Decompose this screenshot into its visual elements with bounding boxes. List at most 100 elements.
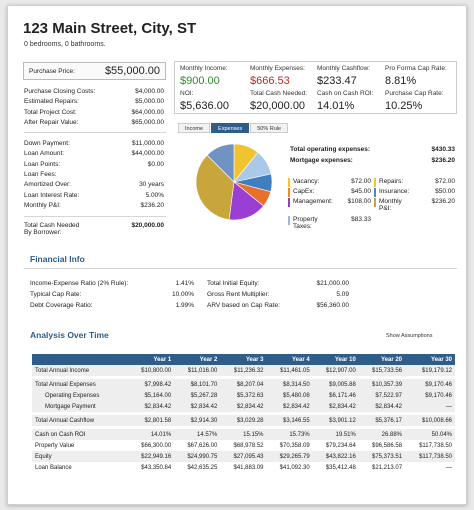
cost-row: Estimated Repairs: $5,000.00 <box>24 98 164 105</box>
expenses-pie-chart <box>195 143 273 221</box>
metric-total-cash-needed: Total Cash Needed: $20,000.00 <box>250 90 307 112</box>
financial-left-row: Income-Expense Ratio (2% Rule): 1.41% <box>30 280 194 287</box>
analysis-cell: $24,990.75 <box>174 451 221 462</box>
loan-row-label: Loan Points: <box>24 160 61 168</box>
financial-right-row-value: 5.09 <box>336 291 349 298</box>
expense-item-value: $45.00 <box>351 188 371 195</box>
analysis-cell: $8,101.70 <box>174 379 221 390</box>
expense-color-swatch <box>288 198 290 207</box>
metric-label: NOI: <box>180 90 194 97</box>
property-subtitle: 0 bedrooms, 0 bathrooms. <box>24 41 106 48</box>
analysis-row: Cash on Cash ROI 14.01% 14.57% 15.15% 15.73%… <box>32 429 455 440</box>
metric-label: Cash on Cash ROI: <box>317 90 374 97</box>
expense-color-swatch <box>288 178 290 187</box>
cost-row-value: $4,000.00 <box>135 88 164 95</box>
property-title: 123 Main Street, City, ST <box>23 20 197 37</box>
cost-row-value: $64,000.00 <box>131 108 164 116</box>
analysis-row: Total Annual Expenses $7,998.42 $8,101.70 $… <box>32 379 455 390</box>
analysis-cell: $29,265.79 <box>266 451 313 462</box>
analysis-cell: $3,901.12 <box>312 415 359 426</box>
expense-item-value: $72.00 <box>435 178 455 185</box>
tab-50-rule[interactable]: 50% Rule <box>250 123 289 133</box>
cost-row-label: Estimated Repairs: <box>24 98 79 106</box>
expense-summary-row-label: Total operating expenses: <box>290 146 371 153</box>
analysis-cell: $5,267.28 <box>174 390 221 401</box>
analysis-cell: $5,376.17 <box>358 415 406 426</box>
show-assumptions-link[interactable]: Show Assumptions <box>386 333 433 339</box>
expense-color-swatch <box>374 178 376 187</box>
analysis-row: Operating Expenses $5,164.00 $5,267.28 $5,3… <box>32 390 455 401</box>
analysis-row-label: Property Value <box>35 442 75 449</box>
pie-slice-monthly-p-i[interactable] <box>195 154 235 221</box>
expense-item-value: $83.33 <box>351 216 371 223</box>
analysis-cell: $5,372.63 <box>220 390 267 401</box>
analysis-cell: — <box>405 401 455 412</box>
loan-row-label: Amortized Over: <box>24 181 71 189</box>
expense-item-right: Monthly P&I: $236.20 <box>374 198 455 212</box>
cost-row: Purchase Closing Costs: $4,000.00 <box>24 88 164 95</box>
analysis-cell: $9,170.46 <box>405 390 455 401</box>
analysis-row: Equity $22,949.16 $24,990.75 $27,095.43 $29,… <box>32 451 455 462</box>
analysis-row: Total Annual Income $10,800.00 $11,016.00 $… <box>32 365 455 376</box>
analysis-cell: $2,834.42 <box>358 401 406 412</box>
metric-value: 8.81% <box>385 75 417 87</box>
analysis-cell: $3,029.28 <box>220 415 267 426</box>
metrics-panel: Monthly Income: $900.00 Monthly Expenses: $… <box>174 61 457 114</box>
analysis-header-row: Year 1 Year 2 Year 3 Year 4 Year 10 Year 20 Ye… <box>32 354 455 365</box>
costs-divider <box>24 132 166 133</box>
expense-color-swatch <box>374 198 376 207</box>
analysis-cell: 14.01% <box>128 429 175 440</box>
metric-label: Purchase Cap Rate: <box>385 90 444 97</box>
analysis-row: Total Annual Cashflow $2,801.58 $2,914.30 $… <box>32 415 455 426</box>
analysis-cell: $2,834.42 <box>220 401 267 412</box>
analysis-cell: $43,350.84 <box>141 464 172 471</box>
analysis-cell: $2,834.42 <box>174 401 221 412</box>
analysis-cell: 15.73% <box>266 429 313 440</box>
metric-label: Monthly Income: <box>180 65 228 72</box>
tab-income[interactable]: Income <box>178 123 211 133</box>
analysis-cell: $42,635.25 <box>187 464 218 471</box>
analysis-cell: $117,738.50 <box>419 442 452 449</box>
metric-purchase-cap-rate: Purchase Cap Rate: 10.25% <box>385 90 444 112</box>
loan-row-value: $236.20 <box>140 201 165 209</box>
analysis-cell: $27,095.43 <box>220 451 267 462</box>
analysis-cell: $117,738.50 <box>405 451 455 462</box>
metric-noi: NOI: $5,636.00 <box>180 90 229 112</box>
property-card: 123 Main Street, City, ST 0 bedrooms, 0 … <box>7 5 467 505</box>
analysis-col-header: Year 3 <box>220 354 267 365</box>
expense-summary-row-label: Mortgage expenses: <box>290 157 353 164</box>
expense-item-right: Insurance: $50.00 <box>374 188 455 197</box>
expense-item-label: CapEx: <box>293 188 315 195</box>
analysis-row-label: Total Annual Cashflow <box>32 415 128 426</box>
expense-item-value: $50.00 <box>435 188 455 195</box>
metric-pro-forma-cap-rate: Pro Forma Cap Rate: 8.81% <box>385 65 447 87</box>
cash-needed-label: Total Cash Needed By Borrower: <box>24 222 164 236</box>
expense-item-label: Insurance: <box>379 188 410 195</box>
analysis-heading: Analysis Over Time <box>30 330 109 340</box>
analysis-cell: $5,164.00 <box>128 390 175 401</box>
financial-right-row-label: ARV based on Cap Rate: <box>207 302 280 309</box>
tab-expenses[interactable]: Expenses <box>211 123 250 133</box>
loan-row-value: $44,000.00 <box>131 150 164 158</box>
pie-slice-property-taxes[interactable] <box>206 143 235 183</box>
chart-tabs: Income Expenses 50% Rule <box>178 123 289 133</box>
purchase-price-box: Purchase Price: $55,000.00 <box>23 62 166 80</box>
metric-cash-on-cash-roi: Cash on Cash ROI: 14.01% <box>317 90 373 112</box>
analysis-cell: $68,978.52 <box>233 442 264 449</box>
metric-value: 14.01% <box>317 100 355 112</box>
cash-needed-label-line2: By Borrower: <box>24 229 62 236</box>
loan-row: Monthly P&I: $236.20 <box>24 202 164 209</box>
loan-divider <box>24 216 166 217</box>
analysis-cell: $41,883.09 <box>233 464 264 471</box>
cash-needed-value: $20,000.00 <box>131 222 164 229</box>
analysis-cell: $43,822.16 <box>312 451 359 462</box>
loan-row-label: Loan Amount: <box>24 150 65 158</box>
expense-item-label: Monthly P&I: <box>379 198 402 212</box>
loan-row: Down Payment: $11,000.00 <box>24 140 164 147</box>
loan-row-label: Loan Fees: <box>24 170 57 178</box>
expense-summary-row-value: $236.20 <box>431 157 456 164</box>
analysis-cell: $41,092.30 <box>279 464 310 471</box>
cost-row: After Repair Value: $65,000.00 <box>24 119 164 126</box>
analysis-cell: $8,314.50 <box>266 379 313 390</box>
analysis-cell: 26.88% <box>358 429 406 440</box>
